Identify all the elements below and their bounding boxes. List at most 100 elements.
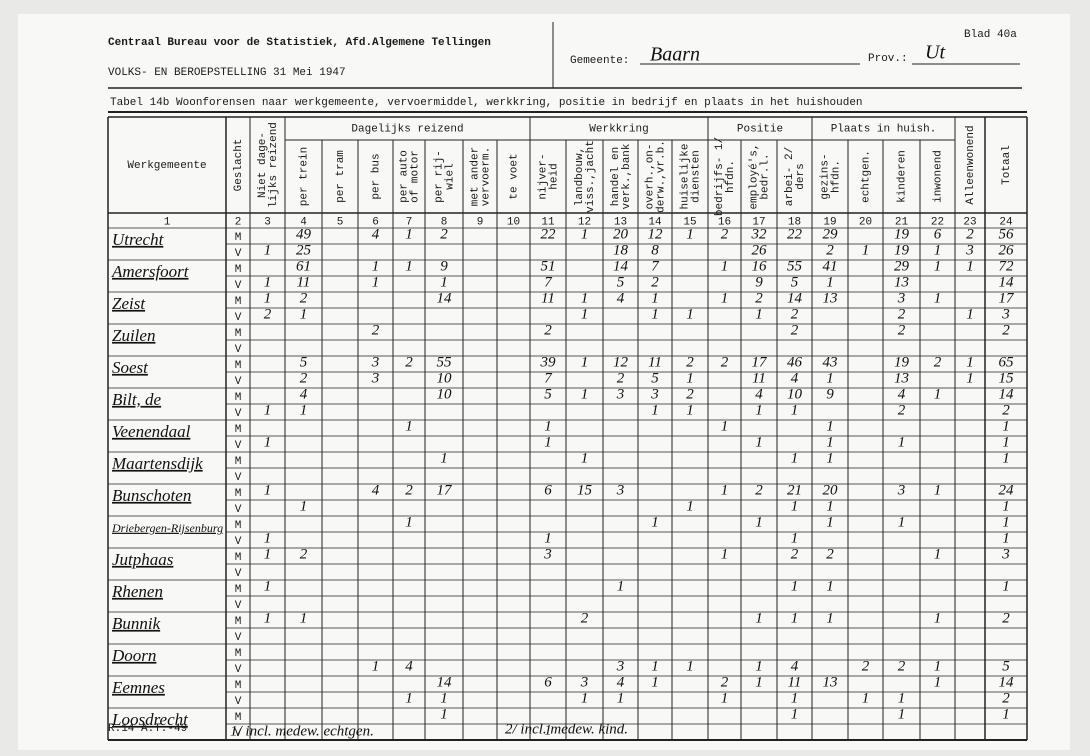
column-number: 3 <box>264 216 271 228</box>
cell-value: 1 <box>721 290 729 306</box>
cell-value: 3 <box>1001 546 1010 562</box>
cell-value: 20 <box>823 482 839 498</box>
group-header: Dagelijks reizend <box>351 123 463 135</box>
cell-value: 13 <box>894 370 909 386</box>
cell-value: 2 <box>755 482 763 498</box>
cell-value: 1 <box>898 690 906 706</box>
cell-value: 4 <box>755 386 763 402</box>
column-number: 11 <box>541 216 555 228</box>
cell-value: 2 <box>826 546 834 562</box>
column-number: 24 <box>999 216 1013 228</box>
cell-value: 1 <box>651 658 659 674</box>
cell-value: 5 <box>617 274 625 290</box>
column-header: lijks reizend <box>268 122 280 208</box>
cell-value: 1 <box>544 530 552 546</box>
column-number: 16 <box>718 216 731 228</box>
column-header: of motor <box>409 150 421 203</box>
cell-value: 2 <box>300 546 308 562</box>
cell-value: 41 <box>823 258 838 274</box>
sex: V <box>235 472 242 484</box>
cell-value: 1 <box>755 306 763 322</box>
cell-value: 4 <box>405 658 413 674</box>
cell-value: 26 <box>752 242 768 258</box>
cell-value: 1 <box>966 354 974 370</box>
cell-value: 1 <box>934 610 942 626</box>
column-header: bedrijfs- 1/ <box>714 137 726 216</box>
cell-value: 25 <box>296 242 312 258</box>
place-name: Zeist <box>112 294 146 313</box>
sex: V <box>235 728 242 740</box>
cell-value: 1 <box>755 610 763 626</box>
cell-value: 1 <box>791 690 799 706</box>
cell-value: 1 <box>755 402 763 418</box>
cell-value: 2 <box>791 322 799 338</box>
place-name: Zuilen <box>112 326 155 345</box>
cell-value: 43 <box>823 354 838 370</box>
cell-value: 1 <box>651 514 659 530</box>
sex: M <box>235 360 242 372</box>
cell-value: 1 <box>755 674 763 690</box>
group-header: Werkkring <box>589 123 648 135</box>
column-header: echtgen. <box>860 150 872 203</box>
column-header: heid <box>548 163 560 189</box>
table-title: Tabel 14b Woonforensen naar werkgemeente… <box>110 97 863 109</box>
place-name: Jutphaas <box>112 550 174 569</box>
sex: V <box>235 248 242 260</box>
cell-value: 11 <box>648 354 662 370</box>
column-number: 18 <box>788 216 801 228</box>
cell-value: 1 <box>862 242 870 258</box>
column-header: kinderen <box>896 150 908 203</box>
cell-value: 1 <box>300 610 308 626</box>
sex: V <box>235 376 242 388</box>
gemeente-label: Gemeente: <box>570 55 629 67</box>
cell-value: 2 <box>544 322 552 338</box>
cell-value: 1 <box>791 610 799 626</box>
cell-value: 1 <box>1002 450 1010 466</box>
prov: Ut <box>925 42 945 64</box>
cell-value: 4 <box>372 482 380 498</box>
cell-value: 49 <box>296 226 312 242</box>
sex: M <box>235 232 242 244</box>
place-name: Amersfoort <box>111 262 190 281</box>
column-header: met ander <box>469 147 481 206</box>
place-name: Utrecht <box>112 230 165 249</box>
cell-value: 1 <box>651 402 659 418</box>
column-header: huiselijke <box>679 143 691 209</box>
cell-value: 1 <box>686 498 694 514</box>
cell-value: 29 <box>894 258 910 274</box>
cell-value: 9 <box>755 274 763 290</box>
sex: M <box>235 296 242 308</box>
cell-value: 2 <box>826 242 834 258</box>
cell-value: 1 <box>686 370 694 386</box>
cell-value: 14 <box>437 674 453 690</box>
column-header: nijver- <box>537 153 549 199</box>
place-name: Bilt, de <box>112 390 162 409</box>
place-name: Bunschoten <box>112 486 191 505</box>
place-name: Doorn <box>111 646 156 665</box>
sex: V <box>235 536 242 548</box>
column-number: 10 <box>507 216 520 228</box>
column-header: Alleenwonend <box>965 125 977 204</box>
cell-value: 2 <box>721 354 729 370</box>
cell-value: 2 <box>934 354 942 370</box>
cell-value: 1 <box>581 354 589 370</box>
cell-value: 13 <box>894 274 909 290</box>
column-header: derw.,vr.b. <box>655 140 667 213</box>
column-header: te voet <box>508 153 520 199</box>
cell-value: 11 <box>752 370 766 386</box>
cell-value: 17 <box>999 290 1016 306</box>
cell-value: 3 <box>897 482 906 498</box>
cell-value: 6 <box>934 226 942 242</box>
cell-value: 14 <box>999 386 1015 402</box>
cell-value: 6 <box>544 482 552 498</box>
column-number: 5 <box>337 216 344 228</box>
cell-value: 1 <box>755 514 763 530</box>
cell-value: 1 <box>862 690 870 706</box>
cell-value: 1 <box>1002 418 1010 434</box>
cell-value: 1 <box>264 546 272 562</box>
cell-value: 2 <box>721 674 729 690</box>
sex: M <box>235 616 242 628</box>
place-name: Eemnes <box>111 678 165 697</box>
cell-value: 1 <box>300 306 308 322</box>
